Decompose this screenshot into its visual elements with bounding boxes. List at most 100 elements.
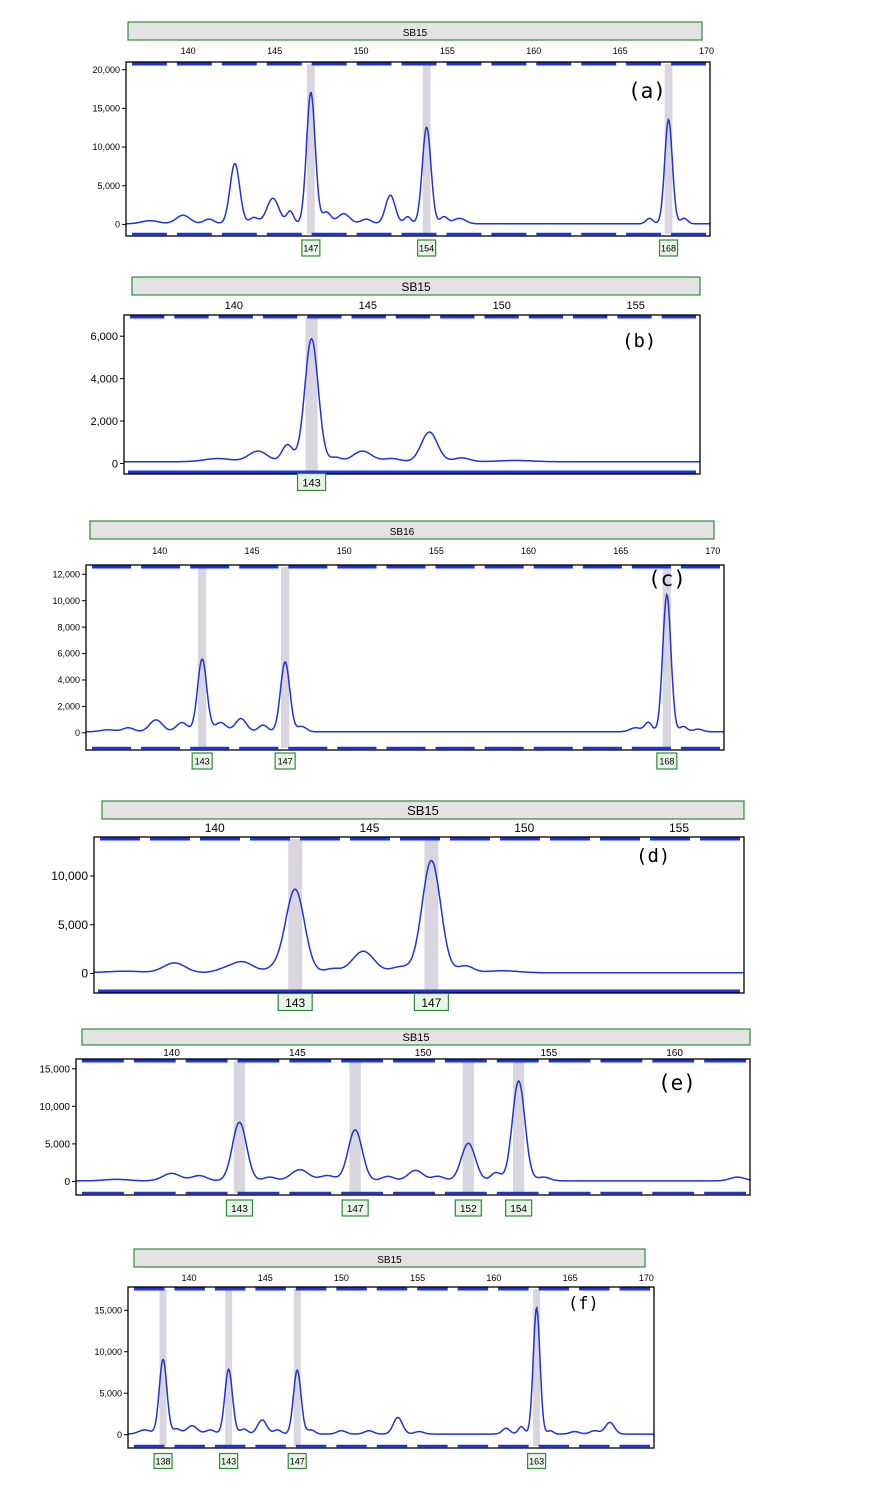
y-tick-label: 0	[81, 967, 88, 981]
locus-name: SB15	[403, 1032, 430, 1044]
y-tick-label: 5,000	[58, 918, 88, 932]
panel-d: SB15 140 145 150 155 0 5,000 10,000 (d) 143 147	[51, 800, 745, 1012]
x-tick-label: 160	[521, 546, 536, 556]
x-tick-label: 140	[181, 46, 196, 56]
x-tick-label: 170	[699, 46, 714, 56]
x-tick-label: 140	[225, 300, 243, 312]
x-tick-label: 165	[613, 546, 628, 556]
allele-call-box	[505, 1199, 533, 1217]
locus-name: SB15	[403, 28, 428, 39]
bin-highlight	[349, 1061, 361, 1193]
x-tick-label: 145	[267, 46, 282, 56]
signal-trace	[126, 91, 710, 225]
x-tick-label: 140	[163, 1048, 180, 1059]
locus-name: SB15	[401, 280, 431, 294]
allele-call-label: 138	[156, 1457, 171, 1467]
x-tick-label: 155	[669, 821, 689, 835]
x-tick-label: 160	[486, 1273, 501, 1283]
y-tick-label: 20,000	[92, 65, 120, 75]
x-tick-label: 165	[613, 46, 628, 56]
plot-frame	[123, 314, 701, 475]
panel-c: SB16 140 145 150 155 160 165 170 0 2,000 4,000 6,00…	[52, 520, 725, 770]
allele-call-box	[658, 239, 679, 257]
y-tick-label: 0	[75, 728, 80, 738]
allele-call-box	[656, 752, 678, 770]
bin-highlight	[280, 567, 290, 748]
y-tick-label: 0	[117, 1430, 122, 1440]
x-tick-label: 140	[152, 546, 167, 556]
allele-call-box	[413, 992, 449, 1012]
signal-trace	[86, 592, 724, 733]
x-tick-label: 145	[359, 821, 379, 835]
x-tick-label: 155	[540, 1048, 557, 1059]
plot-frame	[75, 1058, 751, 1196]
y-tick-label: 8,000	[57, 622, 80, 632]
y-tick-label: 10,000	[92, 142, 120, 152]
x-tick-label: 140	[181, 1273, 196, 1283]
panel-label: (f)	[568, 1294, 599, 1314]
x-tick-label: 165	[563, 1273, 578, 1283]
x-tick-label: 145	[258, 1273, 273, 1283]
y-tick-label: 10,000	[51, 869, 88, 883]
bin-highlight	[533, 1289, 541, 1446]
locus-name: SB16	[390, 527, 415, 538]
allele-call-label: 154	[419, 244, 434, 254]
bin-highlight	[305, 317, 318, 472]
allele-call-label: 143	[231, 1204, 248, 1215]
allele-call-box	[454, 1199, 482, 1217]
locus-bar	[89, 520, 715, 540]
allele-call-label: 143	[285, 996, 305, 1010]
x-tick-label: 150	[514, 821, 534, 835]
plot-frame	[125, 61, 711, 237]
locus-bar	[127, 21, 703, 41]
allele-call-label: 168	[659, 757, 674, 767]
y-tick-label: 2,000	[57, 702, 80, 712]
allele-call-box	[277, 992, 313, 1012]
y-tick-label: 10,000	[94, 1347, 122, 1357]
y-tick-label: 0	[115, 220, 120, 230]
locus-bar	[101, 800, 745, 820]
allele-call-box	[219, 1452, 239, 1470]
allele-call-box	[153, 1452, 173, 1470]
bin-highlight	[198, 567, 207, 748]
y-tick-label: 5,000	[97, 181, 120, 191]
allele-call-box	[417, 239, 437, 257]
allele-call-box	[527, 1452, 547, 1470]
x-tick-label: 160	[666, 1048, 683, 1059]
bin-highlight	[293, 1289, 301, 1446]
bin-highlight	[306, 64, 315, 234]
bin-highlight	[462, 1061, 474, 1193]
y-tick-label: 10,000	[39, 1102, 70, 1113]
signal-trace	[124, 337, 700, 463]
y-tick-label: 15,000	[39, 1064, 70, 1075]
locus-bar	[81, 1028, 751, 1046]
panel-label: (a)	[628, 79, 666, 103]
allele-call-box	[301, 239, 321, 257]
bin-highlight	[233, 1061, 246, 1193]
plot-frame	[127, 1286, 655, 1449]
bin-highlight	[662, 567, 671, 748]
y-tick-label: 0	[112, 458, 118, 470]
y-tick-label: 4,000	[90, 373, 118, 385]
allele-call-label: 163	[529, 1457, 544, 1467]
bin-highlight	[159, 1289, 167, 1446]
x-tick-label: 155	[429, 546, 444, 556]
x-tick-label: 145	[244, 546, 259, 556]
allele-call-label: 147	[347, 1204, 364, 1215]
allele-call-label: 147	[303, 244, 318, 254]
allele-call-label: 147	[290, 1457, 305, 1467]
allele-call-box	[296, 472, 327, 492]
y-tick-label: 2,000	[90, 416, 118, 428]
allele-call-box	[341, 1199, 369, 1217]
allele-call-label: 143	[195, 757, 210, 767]
x-tick-label: 155	[410, 1273, 425, 1283]
signal-trace	[93, 859, 744, 974]
allele-call-label: 152	[460, 1204, 477, 1215]
y-tick-label: 5,000	[99, 1388, 122, 1398]
panel-a: SB15 140 145 150 155 160 165 170 0 5,000 10,000 15,…	[92, 21, 714, 257]
x-tick-label: 145	[289, 1048, 306, 1059]
x-tick-label: 150	[337, 546, 352, 556]
panel-b: SB15 140 145 150 155 0 2,000 4,000 6,000 (b) 143	[90, 276, 701, 492]
x-tick-label: 150	[353, 46, 368, 56]
x-tick-label: 140	[205, 821, 225, 835]
